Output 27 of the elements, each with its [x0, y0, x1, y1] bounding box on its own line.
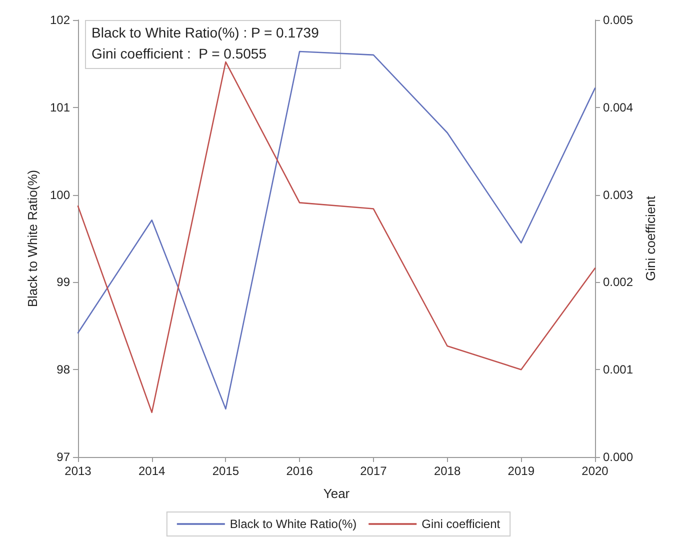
x-tick-label: 2013 [64, 464, 92, 478]
annotation: Gini coefficient : P = 0.5055 [92, 46, 267, 62]
y-tick-label: 98 [56, 362, 70, 377]
y-axis-title: Black to White Ratio(%) [25, 170, 40, 308]
y-tick-label: 101 [50, 100, 70, 114]
y2-tick-label: 0.005 [603, 13, 634, 27]
legend-label: Black to White Ratio(%) [230, 517, 357, 531]
x-tick-label: 2015 [212, 464, 240, 478]
y2-tick-label: 0.003 [603, 188, 634, 202]
y2-tick-label: 0.001 [603, 362, 634, 377]
x-tick-label: 2014 [138, 464, 166, 478]
x-tick-label: 2019 [508, 464, 535, 478]
y-tick-label: 99 [56, 275, 70, 290]
annotation: Black to White Ratio(%) : P = 0.1739 [92, 24, 320, 40]
y-tick-label: 102 [50, 13, 70, 27]
x-tick-label: 2016 [286, 464, 314, 478]
legend-label: Gini coefficient [422, 517, 501, 531]
x-axis-title: Year [323, 486, 350, 501]
y2-tick-label: 0.002 [603, 275, 634, 290]
y2-axis-title: Gini coefficient [642, 196, 658, 282]
y2-tick-label: 0.000 [603, 450, 634, 464]
x-tick-label: 2020 [582, 464, 609, 478]
x-tick-label: 2018 [434, 464, 461, 478]
y-tick-label: 100 [50, 188, 70, 202]
y-tick-label: 97 [56, 450, 70, 464]
y2-tick-label: 0.004 [603, 100, 634, 114]
x-tick-label: 2017 [360, 464, 388, 478]
